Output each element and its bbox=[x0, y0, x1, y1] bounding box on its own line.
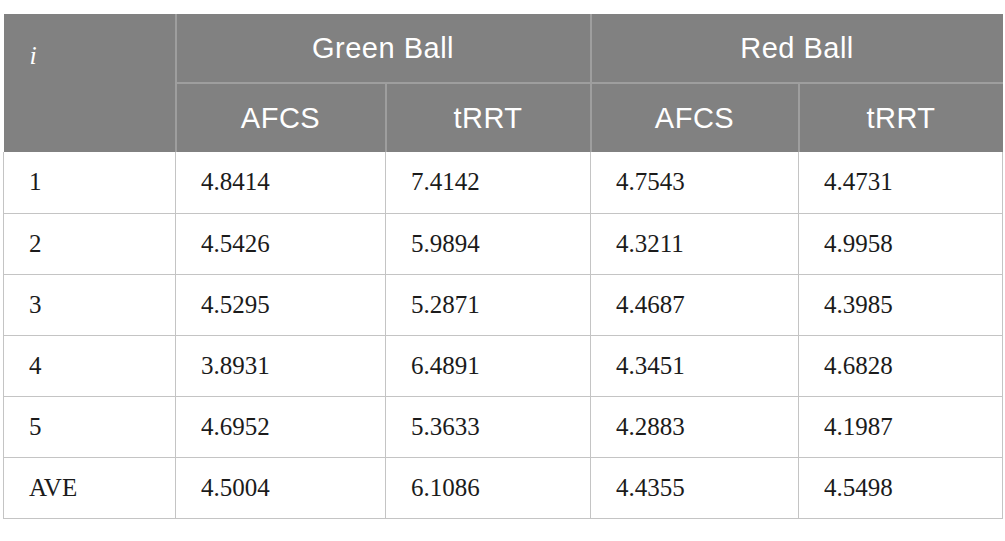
cell-green-trrt: 7.4142 bbox=[386, 152, 591, 213]
cell-green-afcs: 4.5426 bbox=[176, 213, 386, 274]
group-header-red-ball: Red Ball bbox=[591, 14, 1003, 83]
table-row: 1 4.8414 7.4142 4.7543 4.4731 bbox=[4, 152, 1003, 213]
paper-table-page: i Green Ball Red Ball AFCS tRRT AFCS tRR… bbox=[0, 0, 1005, 541]
group-header-row: i Green Ball Red Ball bbox=[4, 14, 1003, 83]
cell-green-afcs: 4.6952 bbox=[176, 396, 386, 457]
cell-red-trrt: 4.3985 bbox=[799, 274, 1003, 335]
results-table: i Green Ball Red Ball AFCS tRRT AFCS tRR… bbox=[3, 14, 1003, 519]
cell-red-trrt: 4.9958 bbox=[799, 213, 1003, 274]
cell-red-afcs: 4.4355 bbox=[591, 457, 799, 518]
cell-red-trrt: 4.5498 bbox=[799, 457, 1003, 518]
group-header-green-ball: Green Ball bbox=[176, 14, 591, 83]
cell-green-afcs: 3.8931 bbox=[176, 335, 386, 396]
row-label: AVE bbox=[4, 457, 176, 518]
index-column-label: i bbox=[30, 41, 38, 70]
row-label: 1 bbox=[4, 152, 176, 213]
table-body: 1 4.8414 7.4142 4.7543 4.4731 2 4.5426 5… bbox=[4, 152, 1003, 518]
cell-green-trrt: 5.9894 bbox=[386, 213, 591, 274]
cell-red-afcs: 4.3211 bbox=[591, 213, 799, 274]
corner-header-cell: i bbox=[4, 14, 176, 152]
cell-green-trrt: 6.1086 bbox=[386, 457, 591, 518]
row-label: 2 bbox=[4, 213, 176, 274]
cell-red-trrt: 4.1987 bbox=[799, 396, 1003, 457]
col-header-green-afcs: AFCS bbox=[176, 83, 386, 152]
cell-red-afcs: 4.2883 bbox=[591, 396, 799, 457]
cell-green-trrt: 5.3633 bbox=[386, 396, 591, 457]
cell-green-trrt: 5.2871 bbox=[386, 274, 591, 335]
cell-red-trrt: 4.4731 bbox=[799, 152, 1003, 213]
row-label: 4 bbox=[4, 335, 176, 396]
col-header-red-trrt: tRRT bbox=[799, 83, 1003, 152]
table-row: 5 4.6952 5.3633 4.2883 4.1987 bbox=[4, 396, 1003, 457]
cell-green-afcs: 4.5004 bbox=[176, 457, 386, 518]
cell-green-trrt: 6.4891 bbox=[386, 335, 591, 396]
table-header: i Green Ball Red Ball AFCS tRRT AFCS tRR… bbox=[4, 14, 1003, 152]
table-row: 2 4.5426 5.9894 4.3211 4.9958 bbox=[4, 213, 1003, 274]
col-header-green-trrt: tRRT bbox=[386, 83, 591, 152]
col-header-red-afcs: AFCS bbox=[591, 83, 799, 152]
cell-green-afcs: 4.5295 bbox=[176, 274, 386, 335]
table-row: AVE 4.5004 6.1086 4.4355 4.5498 bbox=[4, 457, 1003, 518]
cell-red-afcs: 4.4687 bbox=[591, 274, 799, 335]
cell-red-afcs: 4.3451 bbox=[591, 335, 799, 396]
cell-red-trrt: 4.6828 bbox=[799, 335, 1003, 396]
row-label: 5 bbox=[4, 396, 176, 457]
table-row: 4 3.8931 6.4891 4.3451 4.6828 bbox=[4, 335, 1003, 396]
table-row: 3 4.5295 5.2871 4.4687 4.3985 bbox=[4, 274, 1003, 335]
cell-red-afcs: 4.7543 bbox=[591, 152, 799, 213]
cell-green-afcs: 4.8414 bbox=[176, 152, 386, 213]
row-label: 3 bbox=[4, 274, 176, 335]
